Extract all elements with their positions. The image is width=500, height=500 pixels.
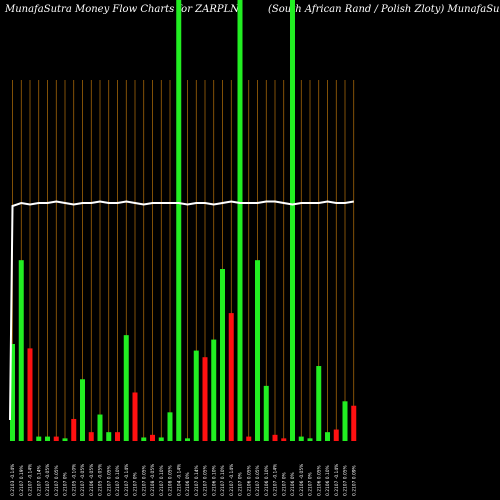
x-tick-label: 0.2107 0.09% (351, 465, 357, 496)
bar-down (132, 392, 138, 441)
bar-up (176, 0, 182, 441)
x-tick-label: 0.2105 -0.05% (98, 464, 104, 496)
bar-up (193, 350, 199, 441)
bar-up (237, 0, 243, 441)
bar-up (298, 436, 304, 441)
x-tick-label: 0.2108 0.05% (168, 465, 174, 496)
bar-up (141, 437, 147, 441)
bar-down (202, 357, 208, 441)
bar-down (150, 434, 155, 441)
x-tick-label: 0.2107 0% (238, 472, 244, 496)
x-tick-label: 0.2106 0.10% (211, 465, 217, 496)
bar-down (27, 348, 33, 441)
bar-up (342, 401, 348, 441)
bar-down (351, 405, 357, 441)
x-tick-label: 0.2104 -0.14% (176, 464, 182, 496)
bar-up (220, 269, 225, 441)
bar-down (71, 418, 77, 441)
x-tick-label: 0.2107 0.05% (106, 465, 112, 496)
chart-title: MunafaSutra Money Flow Charts for ZARPLN (5, 4, 239, 15)
x-tick-label: 0.2107 0.19% (19, 465, 25, 496)
bar-down (333, 429, 339, 441)
x-tick-label: 0.2107 0.05% (255, 465, 261, 496)
x-tick-label: 0.2107 0.10% (220, 465, 226, 496)
x-tick-label: 0.2106 -0.05% (299, 464, 305, 496)
bar-up (36, 436, 42, 441)
bar-up (263, 385, 269, 441)
x-tick-label: 0.2107 -0.14% (124, 464, 130, 496)
bar-down (115, 432, 120, 441)
x-tick-label: 0.2107 -0.14% (28, 464, 34, 496)
bar-up (10, 343, 15, 441)
x-tick-label: 0.2106 -0.05% (89, 464, 95, 496)
bar-up (167, 412, 173, 441)
bar-up (97, 414, 103, 441)
bar-up (45, 436, 50, 441)
bar-down (88, 432, 94, 441)
chart-subtitle: (South African Rand / Polish Zloty) Muna… (268, 4, 500, 15)
x-tick-label: 0.2107 -0.14% (229, 464, 235, 496)
bar-down (281, 438, 287, 441)
bar-up (211, 339, 217, 441)
bar-up (290, 0, 295, 441)
x-tick-label: 0.2107 0.05% (343, 465, 349, 496)
bar-up (18, 260, 24, 441)
x-tick-label: 0.2108 -0.05% (150, 464, 156, 496)
x-tick-label: 0.2106 0.10% (325, 465, 331, 496)
bar-up (255, 260, 260, 441)
bar-up (158, 437, 164, 441)
bar-down (246, 436, 252, 441)
bar-down (272, 434, 278, 441)
price-line (9, 200, 354, 421)
x-tick-label: 0.2106 0.05% (316, 465, 322, 496)
bar-down (53, 436, 59, 441)
x-tick-label: 0.2107 0.10% (115, 465, 121, 496)
x-tick-label: 0.2107 0.10% (159, 465, 165, 496)
bar-down (228, 313, 234, 441)
x-tick-label: 0.2107 0.14% (194, 465, 200, 496)
bar-up (62, 438, 68, 441)
bar-up (106, 432, 112, 441)
x-tick-label: 0.2107 -0.14% (273, 464, 279, 496)
x-tick-label: 0.2107 0.05% (54, 465, 60, 496)
bar-up (325, 432, 330, 441)
bar-up (123, 335, 129, 441)
x-tick-label: 0.2105 -0.10% (71, 464, 77, 496)
x-tick-label: 0.2107 0% (281, 472, 287, 496)
bar-up (316, 366, 322, 441)
x-tick-label: 0.2106 0.05% (246, 465, 252, 496)
x-tick-label: 0.2107 -0.14% (334, 464, 340, 496)
bar-up (80, 379, 85, 441)
x-tick-label: 0.2107 0% (63, 472, 69, 496)
x-tick-label: 0.2106 0% (185, 472, 191, 496)
x-tick-label: 0.2106 0% (290, 472, 296, 496)
x-tick-label: 0.2107 -0.05% (80, 464, 86, 496)
bar-up (185, 438, 190, 441)
x-tick-label: 0.2107 0.05% (141, 465, 147, 496)
x-tick-label: 0.2106 0.10% (264, 465, 270, 496)
bar-up (307, 438, 313, 441)
x-tick-label: 0.2107 -0.05% (45, 464, 51, 496)
x-tick-label: 0.2107 0% (133, 472, 139, 496)
x-tick-label: 0.2107 0.05% (203, 465, 209, 496)
x-tick-label: 0.2107 0.14% (36, 465, 42, 496)
x-tick-label: 0.2103 -0.14% (10, 464, 16, 496)
x-tick-label: 0.2107 0% (308, 472, 314, 496)
